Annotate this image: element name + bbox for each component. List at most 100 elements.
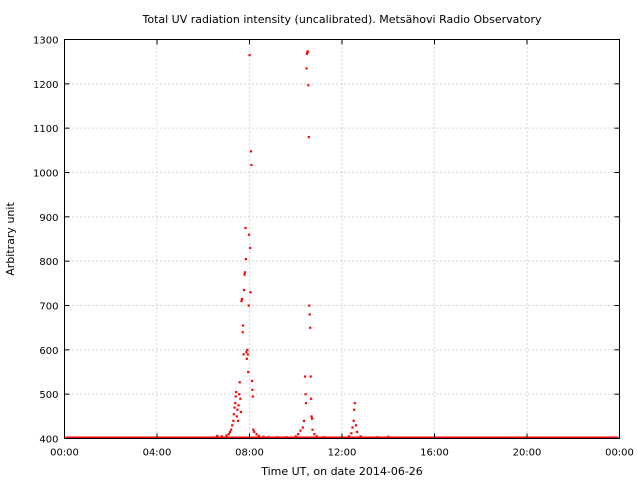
x-tick-label: 20:00: [513, 448, 542, 459]
y-tick-label: 1100: [33, 124, 58, 135]
data-point: [220, 435, 223, 438]
data-point: [308, 304, 311, 307]
data-point: [228, 430, 232, 434]
data-point: [294, 435, 297, 438]
x-tick-label: 12:00: [328, 448, 357, 459]
data-point: [237, 404, 240, 407]
data-point: [353, 408, 356, 411]
data-point: [305, 52, 309, 55]
data-point: [244, 226, 247, 230]
data-point: [241, 331, 244, 334]
data-point: [354, 424, 358, 427]
data-point: [276, 436, 279, 439]
data-point: [242, 353, 245, 356]
data-point: [350, 432, 353, 435]
data-point: [253, 430, 256, 434]
data-point: [236, 419, 240, 422]
y-tick-label: 700: [39, 302, 58, 313]
data-point: [244, 257, 247, 261]
data-point: [236, 408, 239, 411]
data-point: [246, 348, 249, 352]
data-point: [301, 426, 304, 429]
data-point: [245, 357, 248, 360]
data-point: [246, 353, 249, 356]
data-point: [245, 351, 248, 354]
data-point: [235, 390, 238, 394]
data-point: [251, 395, 254, 398]
data-point: [308, 313, 311, 316]
y-axis-label: Arbitrary unit: [4, 202, 17, 276]
data-point: [387, 435, 390, 438]
data-point: [262, 435, 265, 438]
data-point: [398, 436, 402, 439]
data-point: [233, 406, 236, 409]
y-tick-label: 600: [39, 346, 58, 357]
data-point: [311, 428, 314, 431]
data-point: [251, 388, 254, 391]
data-point: [240, 300, 243, 303]
chart-title: Total UV radiation intensity (uncalibrat…: [142, 13, 542, 26]
data-point: [249, 150, 253, 153]
data-point: [238, 393, 241, 396]
data-point: [353, 402, 356, 405]
data-point: [309, 326, 312, 329]
tick-layer: 400 500 600 700 800 900 1000 1100 1200 1300 00:00 0…: [33, 36, 634, 459]
grid-layer: [64, 39, 620, 439]
data-point: [359, 435, 362, 438]
data-point: [310, 397, 313, 400]
data-point: [351, 426, 354, 429]
data-point: [234, 402, 237, 405]
data-point: [239, 397, 242, 400]
data-point: [347, 435, 351, 438]
data-point: [235, 415, 238, 418]
x-tick-label: 08:00: [235, 448, 264, 459]
data-point: [375, 436, 378, 439]
data-point: [240, 297, 244, 301]
data-point: [307, 136, 310, 139]
data-point: [304, 375, 307, 378]
data-point: [234, 395, 237, 398]
x-tick-label: 00:00: [50, 448, 79, 459]
data-point: [267, 436, 270, 439]
plot-frame: [64, 39, 620, 439]
y-tick-label: 900: [39, 213, 58, 224]
data-point: [248, 54, 251, 57]
y-tick-label: 1200: [33, 80, 58, 91]
data-point: [238, 381, 241, 384]
data-point: [247, 304, 250, 307]
data-point: [227, 433, 230, 436]
data-point: [310, 415, 313, 418]
data-point: [242, 288, 246, 292]
data-point: [232, 413, 235, 416]
y-tick-label: 500: [39, 390, 58, 401]
data-point: [239, 410, 242, 414]
data-point: [243, 271, 247, 274]
data-point: [302, 419, 306, 422]
data-point: [249, 291, 252, 294]
data-point: [352, 419, 355, 422]
data-point: [307, 84, 310, 87]
data-point: [248, 246, 252, 250]
data-point: [243, 273, 246, 276]
data-point: [225, 434, 228, 437]
data-point: [304, 393, 307, 396]
data-point: [285, 436, 288, 439]
data-point: [248, 233, 251, 236]
data-point: [305, 67, 308, 70]
x-axis-label: Time UT, on date 2014-06-26: [260, 465, 423, 478]
data-point: [242, 324, 245, 327]
data-point: [232, 419, 235, 422]
data-point: [231, 424, 234, 427]
data-point: [252, 428, 255, 431]
data-point: [299, 429, 302, 432]
x-tick-label: 04:00: [143, 448, 172, 459]
data-point: [255, 433, 258, 436]
data-point: [322, 436, 325, 439]
data-point: [257, 434, 260, 438]
data-point: [247, 371, 250, 374]
y-tick-label: 400: [39, 435, 58, 446]
x-tick-label: 00:00: [605, 448, 634, 459]
data-point: [230, 428, 233, 431]
data-point: [356, 430, 359, 434]
